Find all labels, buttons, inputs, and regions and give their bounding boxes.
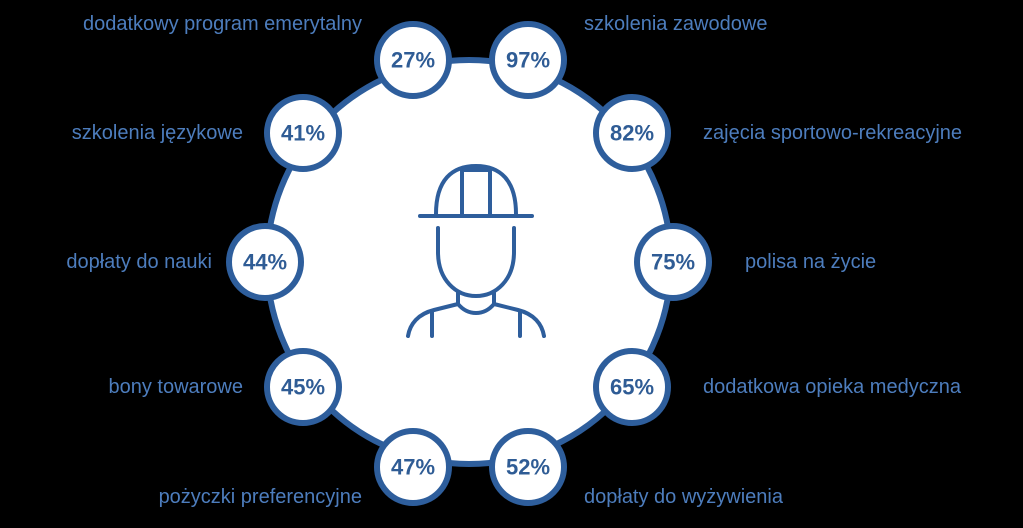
value-text: 65% [610, 375, 654, 400]
value-text: 45% [281, 375, 325, 400]
benefit-label: dodatkowy program emerytalny [83, 13, 362, 35]
value-text: 82% [610, 121, 654, 146]
value-circle [226, 223, 304, 301]
value-circle [593, 94, 671, 172]
value-circle [264, 348, 342, 426]
value-text: 97% [506, 48, 550, 73]
benefit-label: pożyczki preferencyjne [159, 486, 362, 508]
benefit-label: szkolenia zawodowe [584, 13, 767, 35]
value-text: 47% [391, 455, 435, 480]
value-circle [489, 428, 567, 506]
value-text: 41% [281, 121, 325, 146]
value-circle [264, 94, 342, 172]
benefit-label: dodatkowa opieka medyczna [703, 376, 962, 398]
benefit-label: dopłaty do wyżywienia [584, 486, 784, 508]
value-circle [489, 21, 567, 99]
value-text: 27% [391, 48, 435, 73]
value-circle [374, 428, 452, 506]
value-circle [374, 21, 452, 99]
value-text: 52% [506, 455, 550, 480]
value-circle [634, 223, 712, 301]
benefit-label: dopłaty do nauki [66, 251, 212, 273]
value-text: 44% [243, 250, 287, 275]
worker-icon [406, 164, 546, 338]
benefit-label: zajęcia sportowo-rekreacyjne [703, 122, 962, 144]
benefit-label: polisa na życie [745, 251, 876, 273]
value-circle [593, 348, 671, 426]
benefit-label: szkolenia językowe [72, 122, 243, 144]
value-text: 75% [651, 250, 695, 275]
benefit-label: bony towarowe [108, 376, 243, 398]
